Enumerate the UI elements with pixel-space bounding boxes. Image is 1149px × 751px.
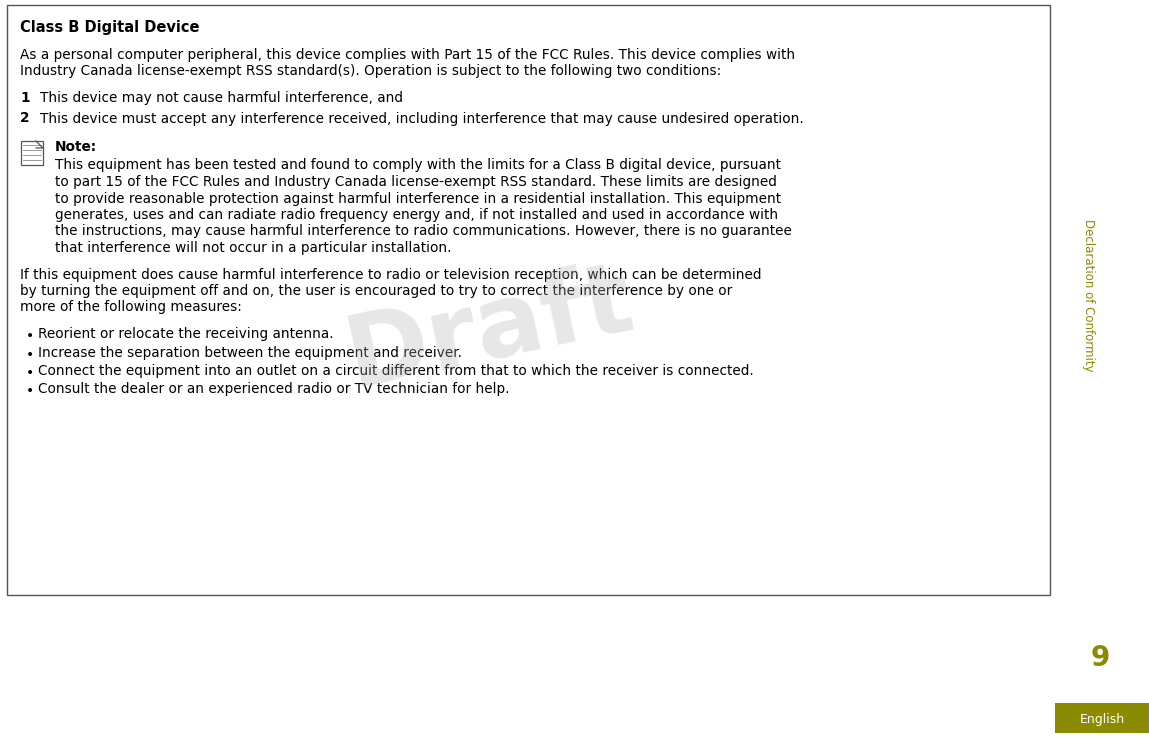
Text: generates, uses and can radiate radio frequency energy and, if not installed and: generates, uses and can radiate radio fr… [55, 208, 778, 222]
Text: This equipment has been tested and found to comply with the limits for a Class B: This equipment has been tested and found… [55, 158, 781, 173]
Bar [21, 141, 43, 165]
Text: Industry Canada license-exempt RSS standard(s). Operation is subject to the foll: Industry Canada license-exempt RSS stand… [20, 65, 722, 79]
Text: Consult the dealer or an experienced radio or TV technician for help.: Consult the dealer or an experienced rad… [38, 382, 509, 397]
Text: •: • [26, 385, 34, 399]
Text: Connect the equipment into an outlet on a circuit different from that to which t: Connect the equipment into an outlet on … [38, 364, 754, 378]
Text: Reorient or relocate the receiving antenna.: Reorient or relocate the receiving anten… [38, 327, 333, 341]
Text: 9: 9 [1090, 644, 1110, 672]
Text: Class B Digital Device: Class B Digital Device [20, 20, 200, 35]
Text: that interference will not occur in a particular installation.: that interference will not occur in a pa… [55, 241, 452, 255]
Text: •: • [26, 329, 34, 343]
Text: 2: 2 [20, 111, 30, 125]
Text: more of the following measures:: more of the following measures: [20, 300, 242, 315]
Text: Note:: Note: [55, 140, 98, 154]
Text: English: English [1079, 713, 1125, 725]
Text: by turning the equipment off and on, the user is encouraged to try to correct th: by turning the equipment off and on, the… [20, 284, 732, 298]
Text: the instructions, may cause harmful interference to radio communications. Howeve: the instructions, may cause harmful inte… [55, 225, 792, 239]
Text: Increase the separation between the equipment and receiver.: Increase the separation between the equi… [38, 345, 462, 360]
Text: This device must accept any interference received, including interference that m: This device must accept any interference… [40, 111, 804, 125]
Bar [7, 5, 1050, 595]
Text: This device may not cause harmful interference, and: This device may not cause harmful interf… [40, 91, 403, 105]
Text: As a personal computer peripheral, this device complies with Part 15 of the FCC : As a personal computer peripheral, this … [20, 48, 795, 62]
Text: If this equipment does cause harmful interference to radio or television recepti: If this equipment does cause harmful int… [20, 267, 762, 282]
Text: Declaration of Conformity: Declaration of Conformity [1081, 219, 1095, 371]
Text: to provide reasonable protection against harmful interference in a residential i: to provide reasonable protection against… [55, 192, 781, 206]
Text: 1: 1 [20, 91, 30, 105]
Text: •: • [26, 366, 34, 380]
Text: Draft: Draft [338, 252, 642, 408]
Text: •: • [26, 348, 34, 361]
Bar [1055, 703, 1149, 733]
Text: to part 15 of the FCC Rules and Industry Canada license-exempt RSS standard. The: to part 15 of the FCC Rules and Industry… [55, 175, 777, 189]
